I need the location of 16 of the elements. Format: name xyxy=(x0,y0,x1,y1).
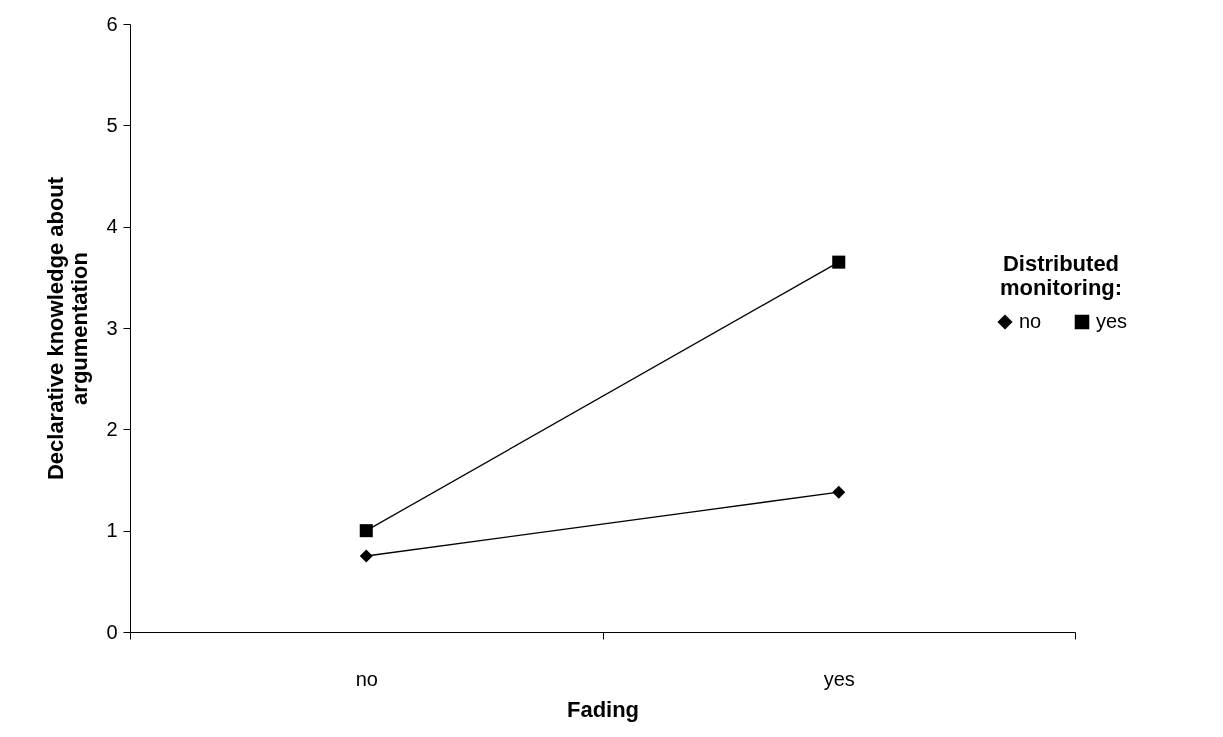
y-tick-label: 2 xyxy=(106,417,118,440)
point xyxy=(359,549,373,563)
y-axis-title: Declarative knowledge about argumentation xyxy=(43,176,93,481)
y-tick-label: 4 xyxy=(106,215,118,238)
y-tick-label: 1 xyxy=(106,519,118,542)
point xyxy=(832,485,846,499)
legend-label: no xyxy=(1019,310,1042,332)
point xyxy=(832,255,846,269)
x-axis-title: Fading xyxy=(566,696,640,722)
legend-title: Distributed monitoring: xyxy=(999,251,1123,300)
y-tick-label: 3 xyxy=(106,316,118,339)
point xyxy=(359,524,373,538)
y-tick-label: 0 xyxy=(106,620,118,643)
legend-label: yes xyxy=(1096,310,1128,332)
y-tick-label: 6 xyxy=(106,12,118,35)
y-tick-label: 5 xyxy=(106,113,118,136)
